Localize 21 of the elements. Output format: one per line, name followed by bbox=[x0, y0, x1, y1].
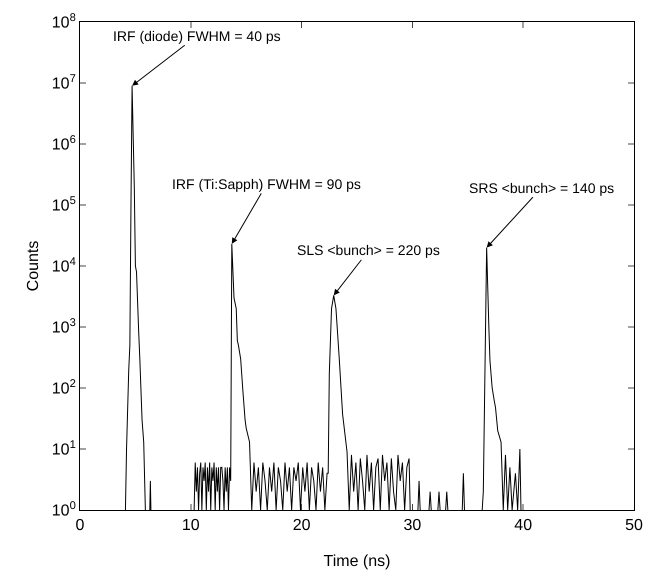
x-tick-label: 40 bbox=[514, 517, 532, 534]
x-tick-label: 10 bbox=[182, 517, 200, 534]
x-tick-label: 50 bbox=[625, 517, 643, 534]
y-tick-label: 10$^{5}$ bbox=[52, 194, 76, 215]
x-tick-label: 0 bbox=[76, 517, 85, 534]
y-tick-label: 10$^{6}$ bbox=[52, 134, 76, 154]
x-tick-label: 30 bbox=[404, 517, 422, 534]
y-tick-label: 10$^{3}$ bbox=[52, 316, 76, 337]
annotation: IRF (diode) FWHM = 40 ps bbox=[113, 28, 281, 44]
y-tick-label: 10$^{2}$ bbox=[52, 378, 76, 398]
y-tick-label: 10$^{1}$ bbox=[52, 438, 76, 459]
y-tick-label: 10$^{7}$ bbox=[52, 72, 76, 93]
y-tick-label: 10$^{8}$ bbox=[52, 12, 76, 32]
y-tick-label: 10$^{4}$ bbox=[52, 256, 76, 276]
annotation: SLS <bunch> = 220 ps bbox=[297, 242, 440, 258]
annotation: IRF (Ti:Sapph) FWHM = 90 ps bbox=[172, 176, 361, 192]
y-tick-label: 10$^{0}$ bbox=[52, 500, 76, 520]
y-axis-title: Counts bbox=[25, 240, 42, 292]
x-tick-label: 20 bbox=[292, 517, 311, 534]
annotation: SRS <bunch> = 140 ps bbox=[469, 180, 614, 196]
x-axis-title: Time (ns) bbox=[324, 553, 390, 570]
